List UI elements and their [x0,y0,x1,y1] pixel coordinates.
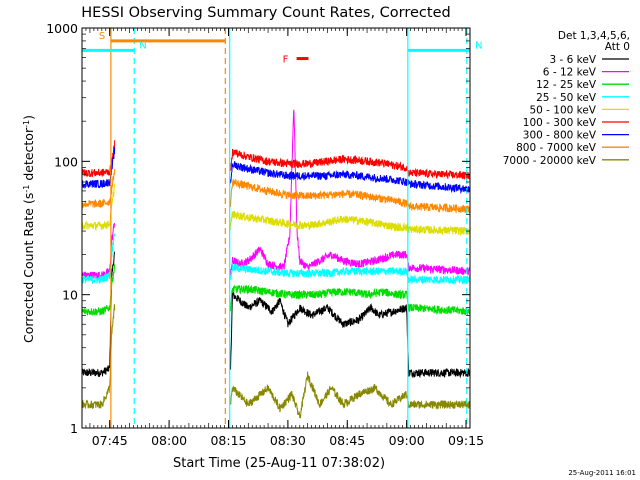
legend-label-12-25-kev: 12 - 25 keV [536,79,597,91]
x-tick-label-08-45: 08:45 [329,433,365,448]
y-tick-label-100: 100 [54,154,78,169]
flag-label-n-2: N [475,40,482,51]
x-tick-label-09-15: 09:15 [448,433,484,448]
series-line-100-300-kev [81,140,471,181]
y-axis-label-end: ) [21,115,36,120]
legend-label-800-7000-kev: 800 - 7000 keV [516,142,597,154]
legend-label-50-100-kev: 50 - 100 keV [529,104,596,116]
x-tick-label-08-15: 08:15 [210,433,246,448]
footer-timestamp: 25-Aug-2011 16:01 [568,469,636,477]
series-line-50-100-kev [81,183,471,236]
x-tick-label-08-00: 08:00 [151,433,187,448]
y-tick-label-1000: 1000 [46,21,78,36]
series-line-7000-20000-kev [81,304,471,419]
series-line-800-7000-kev [81,168,471,214]
y-axis-label-mid: detector [21,127,36,185]
legend-label-25-50-kev: 25 - 50 keV [536,92,597,104]
series-line-12-25-kev [81,264,471,317]
legend-label-300-800-kev: 300 - 800 keV [523,130,597,142]
x-axis-label: Start Time (25-Aug-11 07:38:02) [173,456,385,471]
y-axis-label-sup-2: -1 [22,120,31,128]
legend-header-line-2: Att 0 [605,41,630,53]
y-axis-label: Corrected Count Rate (s-1 detector-1) [21,115,36,343]
legend-label-7000-20000-kev: 7000 - 20000 keV [503,155,597,167]
y-axis: 1 10 100 1000 [46,21,470,436]
plot-area: S N N F [81,28,482,428]
flag-label-n-1: N [139,40,146,51]
x-tick-label-09-00: 09:00 [389,433,425,448]
series-line-3-6-kev [81,251,471,379]
y-axis-label-sup-1: -1 [22,185,31,193]
legend-label-3-6-kev: 3 - 6 keV [549,54,596,66]
chart-title: HESSI Observing Summary Count Rates, Cor… [81,5,450,21]
legend-label-100-300-kev: 100 - 300 keV [523,117,597,129]
series-line-25-50-kev [81,233,471,286]
flag-label-s-0: S [99,31,105,42]
x-tick-label-08-30: 08:30 [270,433,306,448]
legend-label-6-12-kev: 6 - 12 keV [543,67,597,79]
legend-header-line-1: Det 1,3,4,5,6, [558,30,630,42]
x-axis: 07:45 08:00 08:15 08:30 08:45 09:00 09:15 [81,28,484,448]
x-tick-label-07-45: 07:45 [92,433,128,448]
series-line-6-12-kev [81,109,471,281]
series-line-300-800-kev [81,146,471,194]
y-tick-label-1: 1 [70,421,78,436]
flag-label-f-3: F [283,55,289,66]
y-axis-label-main: Corrected Count Rate (s [21,193,36,343]
y-tick-label-10: 10 [62,288,78,303]
